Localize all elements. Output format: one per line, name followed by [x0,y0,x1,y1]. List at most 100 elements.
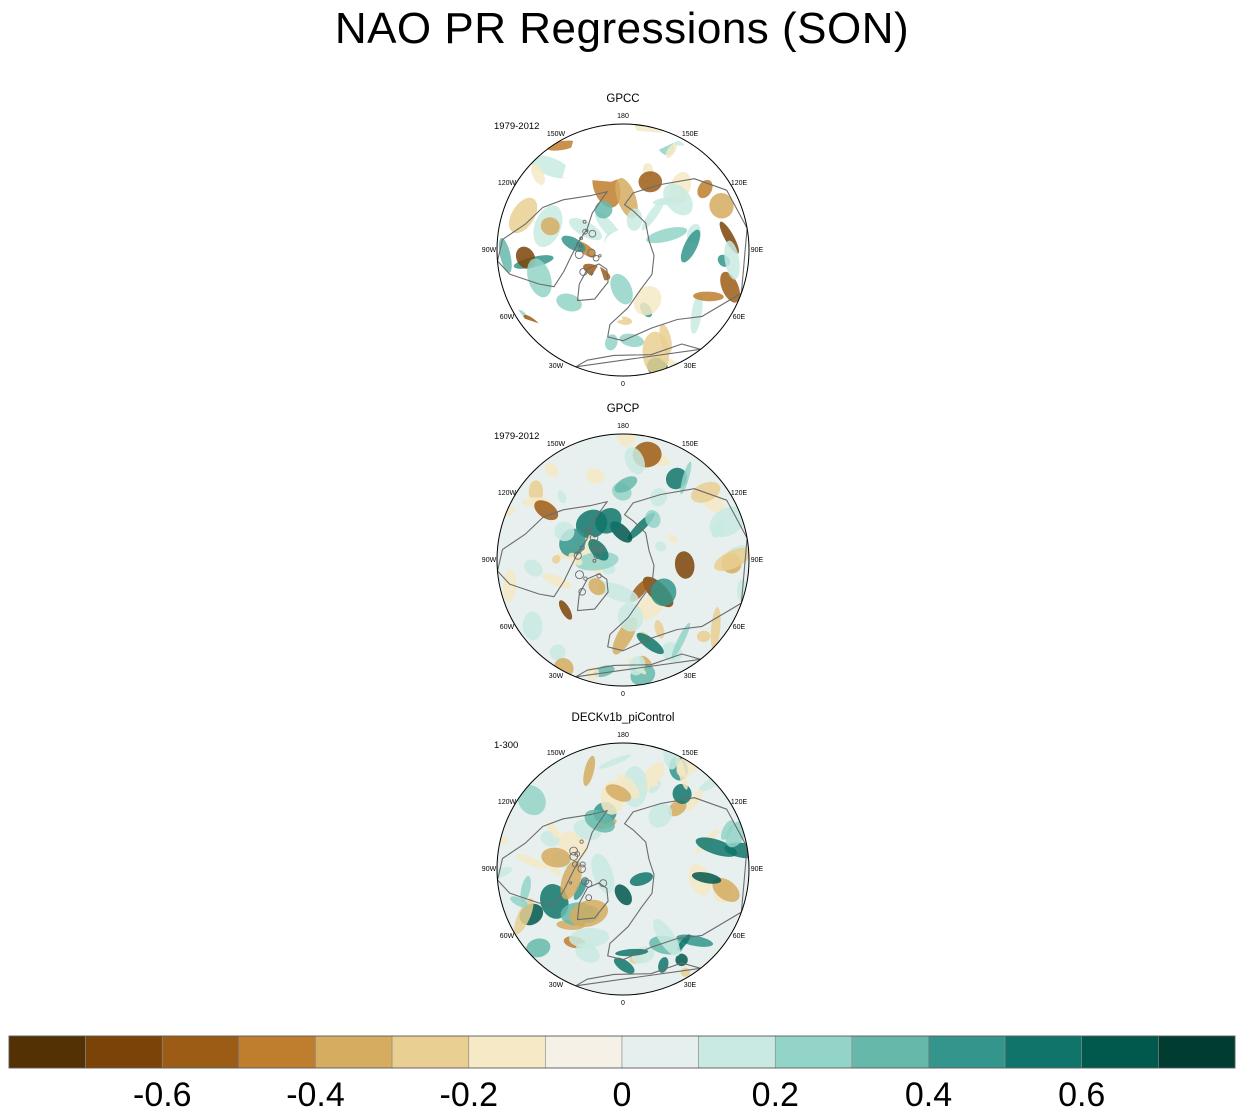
anomaly-patch [568,552,583,566]
lon-tick-label: 30W [549,982,564,989]
colorbar-box [315,1035,393,1069]
anomaly-patch [498,238,512,273]
anomaly-patch [714,547,749,572]
lon-tick-label: 60E [733,933,746,940]
map-panel: 180 150E 120E 90E 60E 30E 0 30W 60W 90W 120W 150W GP… [482,93,764,388]
anomaly-patch [614,884,632,906]
lon-tick-label: 150E [682,441,699,448]
lon-tick-label: 120W [498,180,517,187]
coastline [583,576,588,581]
anomaly-patch [675,953,688,967]
anomaly-patch [693,291,724,302]
ocean-mask [498,125,690,371]
colorbar-tick-label: 0.4 [905,1076,952,1114]
anomaly-patch [502,569,517,603]
coastline [569,852,579,861]
anomaly-patch [510,896,529,908]
anomaly-patch [540,217,560,236]
anomaly-patch [725,821,746,848]
anomaly-patch [610,273,633,305]
anomaly-patch [690,293,703,334]
colorbar-box [1004,1035,1082,1069]
anomaly-patch [619,333,645,348]
coastline [574,250,584,259]
anomaly-patch [665,143,677,158]
lon-tick-label: 90W [482,866,497,873]
lon-tick-label: 150W [547,441,566,448]
colorbar-box [238,1035,316,1069]
anomaly-patch [505,506,515,517]
coastline [596,573,602,579]
lon-tick-label: 60W [500,933,515,940]
colorbar-box [928,1035,1006,1069]
anomaly-patch [663,183,693,216]
lon-tick-label: 150W [547,131,566,138]
anomaly-patch [638,171,663,193]
coastline [585,228,589,233]
anomaly-patch [541,847,571,868]
anomaly-patch [524,559,543,577]
map-outline [496,123,750,377]
lon-tick-label: 30E [684,363,697,370]
anomaly-patch [514,898,534,935]
anomaly-patch [560,860,582,900]
coastline [579,839,584,844]
coastline [497,501,608,598]
contour-field [497,124,749,376]
anomaly-patch [677,934,691,951]
lon-tick-label: 0 [621,381,625,388]
pacific-mask [562,125,690,182]
anomaly-patch [674,551,695,579]
anomaly-patch [633,286,662,316]
lon-tick-label: 150W [547,750,566,757]
coastline [576,882,609,921]
coastline [607,797,748,961]
anomaly-patch [641,198,665,231]
arctic-mask [603,230,643,270]
panel-period: 1979-2012 [494,121,539,132]
coastline [579,236,583,241]
anomaly-patch [557,490,567,504]
anomaly-patch [671,622,691,659]
colorbar-box [851,1035,929,1069]
anomaly-patch [529,155,571,179]
coastline [596,544,605,554]
colorbar-box [774,1035,853,1069]
colorbar-box [1081,1035,1159,1069]
lon-tick-label: 30W [549,363,564,370]
anomaly-patch [595,508,622,534]
coastline [592,254,600,262]
anomaly-patch [667,534,678,543]
lon-tick-label: 60E [733,314,746,321]
anomaly-patch [497,866,513,880]
anomaly-patch [554,521,575,542]
anomaly-patch [544,462,559,478]
colorbar-box [468,1035,546,1069]
colorbar-tick-label: -0.4 [286,1076,345,1114]
lon-tick-label: 180 [617,113,629,120]
coastline [585,894,593,901]
coastline [588,229,597,238]
anomaly-patch [655,541,667,552]
anomaly-patch [709,193,734,219]
lon-tick-label: 30E [684,673,697,680]
anomaly-patch [588,539,609,561]
anomaly-patch [654,620,665,639]
anomaly-patch [517,785,546,816]
anomaly-patch [624,447,645,475]
coastline [577,864,586,873]
colorbar-box [8,1035,86,1069]
lon-tick-label: 150E [682,131,699,138]
coastline [607,178,748,342]
anomaly-patch [626,208,643,231]
coastline [599,879,608,888]
anomaly-patch [617,603,644,632]
colorbar-tick-label: -0.2 [440,1076,499,1114]
anomaly-patch [531,163,545,185]
anomaly-patch [712,877,740,902]
coastline [578,588,586,596]
anomaly-patch [636,632,664,655]
coastline [598,254,602,258]
coastline [589,533,599,542]
